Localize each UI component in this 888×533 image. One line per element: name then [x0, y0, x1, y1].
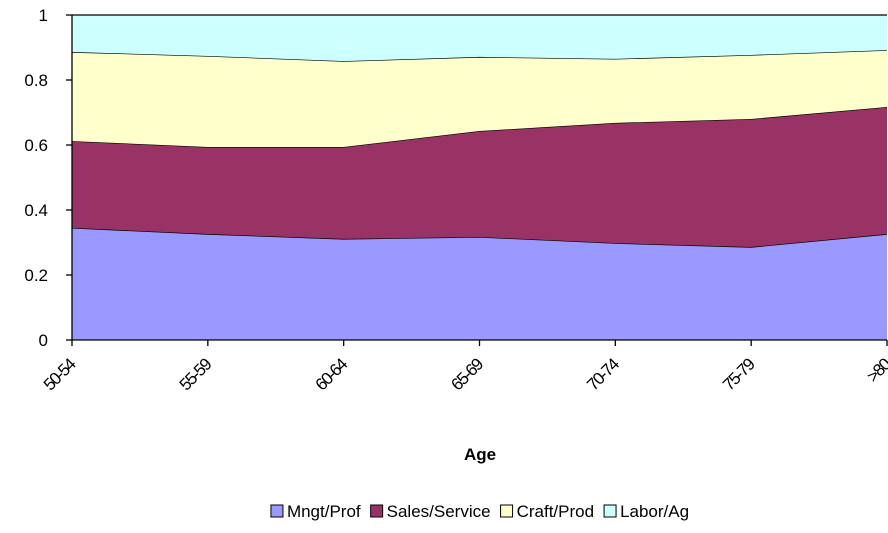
- x-tick-label: 75-79: [719, 355, 759, 395]
- area: [72, 106, 887, 248]
- y-tick-label: 0.8: [24, 71, 48, 90]
- legend-label: Labor/Ag: [620, 502, 689, 521]
- y-tick-label: 0.2: [24, 266, 48, 285]
- legend-label: Craft/Prod: [517, 502, 594, 521]
- x-tick-label: 50-54: [40, 355, 80, 395]
- legend-swatch: [603, 504, 617, 518]
- legend-label: Mngt/Prof: [287, 502, 361, 521]
- area: [72, 15, 887, 62]
- x-tick-label: 60-64: [312, 355, 352, 395]
- x-tick-label: 65-69: [447, 355, 487, 395]
- y-tick-label: 0.4: [24, 201, 48, 220]
- legend: Mngt/Prof Sales/Service Craft/Prod Labor/Ag: [270, 502, 689, 521]
- area: [72, 50, 887, 147]
- legend-label: Sales/Service: [387, 502, 491, 521]
- y-tick-label: 0.6: [24, 136, 48, 155]
- legend-swatch: [370, 504, 384, 518]
- y-tick-label: 1: [39, 6, 48, 25]
- area: [72, 227, 887, 340]
- x-axis-title: Age: [464, 445, 496, 464]
- x-tick-label: 70-74: [583, 355, 623, 395]
- y-tick-label: 0: [39, 331, 48, 350]
- legend-swatch: [500, 504, 514, 518]
- legend-swatch: [270, 504, 284, 518]
- x-tick-label: 55-59: [176, 355, 216, 395]
- x-tick-label: >80: [863, 355, 888, 386]
